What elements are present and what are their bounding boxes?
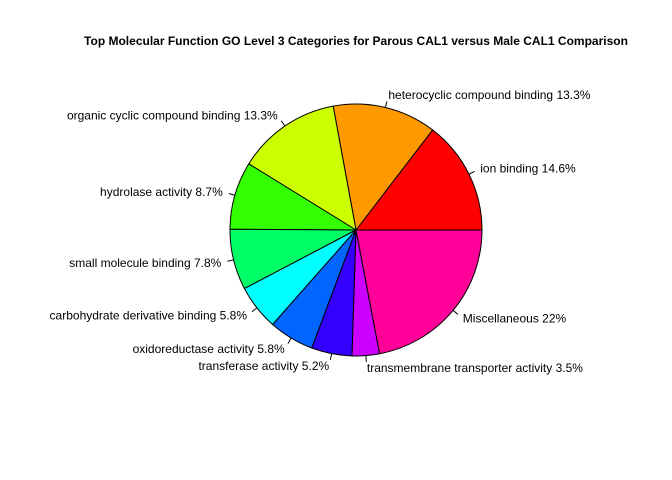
slice-label-oxidoreductase-activity: oxidoreductase activity 5.8% <box>133 342 285 356</box>
slice-label-ion-binding: ion binding 14.6% <box>480 162 576 176</box>
pie-slices <box>229 103 483 357</box>
slice-label-miscellaneous: Miscellaneous 22% <box>463 311 567 325</box>
pie-slice-ion-binding <box>354 129 483 231</box>
slice-label-carbohydrate-derivative-binding: carbohydrate derivative binding 5.8% <box>50 309 248 323</box>
leader-line-oxidoreductase-activity <box>287 337 292 344</box>
pie-slice-heterocyclic-compound-binding <box>332 103 434 232</box>
slice-label-transferase-activity: transferase activity 5.2% <box>198 359 329 373</box>
leader-line-miscellaneous <box>452 309 459 315</box>
slice-label-small-molecule-binding: small molecule binding 7.8% <box>69 256 221 270</box>
leader-line-hydrolase-activity <box>228 193 236 196</box>
slice-label-heterocyclic-compound-binding: heterocyclic compound binding 13.3% <box>388 88 590 102</box>
leader-line-carbohydrate-derivative-binding <box>251 307 258 313</box>
chart-title: Top Molecular Function GO Level 3 Catego… <box>84 34 628 48</box>
pie-slice-organic-cyclic-compound-binding <box>248 105 357 232</box>
pie-slice-miscellaneous <box>355 229 483 355</box>
leader-line-organic-cyclic-compound-binding <box>280 120 286 127</box>
leader-line-ion-binding <box>468 170 475 175</box>
leader-line-transferase-activity <box>329 353 333 360</box>
slice-label-transmembrane-transporter-activity: transmembrane transporter activity 3.5% <box>367 361 583 375</box>
pie-leader-lines <box>227 101 475 362</box>
leader-line-small-molecule-binding <box>227 259 234 262</box>
leader-line-heterocyclic-compound-binding <box>384 101 388 108</box>
pie-labels: ion binding 14.6% heterocyclic compound b… <box>50 88 591 375</box>
slice-label-hydrolase-activity: hydrolase activity 8.7% <box>100 185 223 199</box>
slice-label-organic-cyclic-compound-binding: organic cyclic compound binding 13.3% <box>67 109 278 123</box>
